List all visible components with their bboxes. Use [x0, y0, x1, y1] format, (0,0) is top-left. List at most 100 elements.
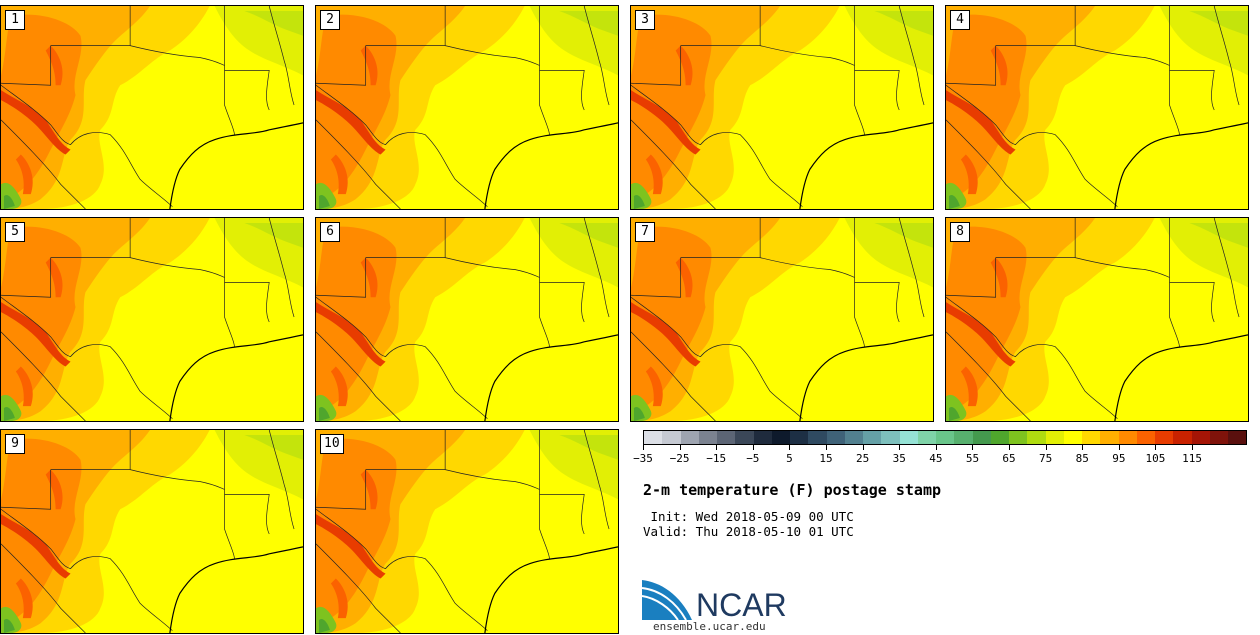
- colorbar-swatch: [1209, 431, 1228, 444]
- colorbar-tick-label: 65: [1002, 452, 1016, 465]
- colorbar-swatch: [954, 431, 973, 444]
- colorbar-tick-label: 55: [965, 452, 980, 465]
- colorbar-swatch: [698, 431, 717, 444]
- temperature-map: [1, 6, 303, 209]
- ncar-logo: NCAR: [642, 580, 787, 620]
- colorbar-tick-label: 35: [892, 452, 906, 465]
- colorbar-tick: [1082, 445, 1084, 450]
- colorbar-tick: [643, 445, 644, 450]
- map-panel-3: 3: [630, 5, 934, 210]
- colorbar-swatch: [1063, 431, 1082, 444]
- init-time: Init: Wed 2018-05-09 00 UTC: [643, 509, 854, 524]
- colorbar-swatch: [1173, 431, 1192, 444]
- colorbar-swatch: [771, 431, 790, 444]
- colorbar-tick-label: 75: [1039, 452, 1053, 465]
- colorbar-tick-label: 105: [1145, 452, 1166, 465]
- temperature-map: [316, 6, 618, 209]
- colorbar-swatch: [753, 431, 772, 444]
- colorbar-tick: [972, 445, 974, 450]
- map-panel-10: 10: [315, 429, 619, 634]
- colorbar-swatch: [917, 431, 936, 444]
- map-panel-5: 5: [0, 217, 304, 422]
- colorbar-tick: [679, 445, 681, 450]
- colorbar-swatch: [899, 431, 918, 444]
- member-label: 1: [5, 10, 25, 30]
- member-label: 7: [635, 222, 655, 242]
- logo-wordmark: NCAR: [696, 587, 787, 620]
- colorbar-swatch: [972, 431, 991, 444]
- colorbar-swatch: [990, 431, 1009, 444]
- colorbar-tick-label: 15: [819, 452, 833, 465]
- colorbar-swatch: [1228, 431, 1247, 444]
- member-label: 8: [950, 222, 970, 242]
- colorbar-swatch: [1100, 431, 1119, 444]
- colorbar-tick-label: 45: [929, 452, 943, 465]
- chart-title: 2-m temperature (F) postage stamp: [643, 481, 942, 499]
- temperature-map: [631, 6, 933, 209]
- colorbar-tick: [1045, 445, 1047, 450]
- colorbar-tick-label: 115: [1182, 452, 1203, 465]
- colorbar-swatch: [863, 431, 882, 444]
- map-panel-8: 8: [945, 217, 1249, 422]
- map-panel-1: 1: [0, 5, 304, 210]
- colorbar-swatch: [1118, 431, 1137, 444]
- colorbar-swatch: [1009, 431, 1028, 444]
- colorbar-swatch: [1027, 431, 1046, 444]
- temperature-map: [946, 218, 1248, 421]
- colorbar-tick: [752, 445, 754, 450]
- colorbar-swatch: [735, 431, 754, 444]
- map-panel-6: 6: [315, 217, 619, 422]
- colorbar-swatch: [662, 431, 681, 444]
- colorbar-swatch: [826, 431, 845, 444]
- colorbar-swatch: [844, 431, 863, 444]
- colorbar-swatch: [1191, 431, 1210, 444]
- colorbar-tick: [1155, 445, 1157, 450]
- colorbar-tick: [716, 445, 718, 450]
- colorbar-tick: [1118, 445, 1120, 450]
- temperature-map: [316, 430, 618, 633]
- colorbar-swatch: [808, 431, 827, 444]
- member-label: 9: [5, 434, 25, 454]
- temperature-map: [631, 218, 933, 421]
- colorbar-swatch: [1045, 431, 1064, 444]
- member-label: 4: [950, 10, 970, 30]
- colorbar-tick-label: −35: [633, 452, 653, 465]
- colorbar-tick-label: −5: [746, 452, 760, 465]
- member-label: 10: [320, 434, 344, 454]
- colorbar-swatch: [644, 431, 663, 444]
- colorbar-tick: [862, 445, 864, 450]
- temperature-colorbar: [643, 430, 1247, 445]
- colorbar-swatch: [680, 431, 699, 444]
- map-panel-4: 4: [945, 5, 1249, 210]
- temperature-map: [1, 430, 303, 633]
- logo-url: ensemble.ucar.edu: [653, 620, 766, 633]
- colorbar-swatch: [881, 431, 900, 444]
- temperature-map: [946, 6, 1248, 209]
- colorbar-swatch: [717, 431, 736, 444]
- temperature-map: [316, 218, 618, 421]
- temperature-map: [1, 218, 303, 421]
- member-label: 3: [635, 10, 655, 30]
- colorbar-tick-label: −15: [706, 452, 727, 465]
- colorbar-tick-label: 5: [786, 452, 793, 465]
- member-label: 2: [320, 10, 340, 30]
- colorbar-tick-label: 85: [1075, 452, 1089, 465]
- colorbar-tick: [1192, 445, 1194, 450]
- valid-time: Valid: Thu 2018-05-10 01 UTC: [643, 524, 854, 539]
- colorbar-tick: [899, 445, 901, 450]
- colorbar-tick: [935, 445, 937, 450]
- colorbar-ticks: −35 −25 −15 −5 5 15 25 35 45 55 65 75 85 95 105 115: [633, 445, 1247, 469]
- colorbar-swatch: [936, 431, 955, 444]
- colorbar-swatch: [790, 431, 809, 444]
- colorbar-swatch: [1082, 431, 1101, 444]
- colorbar-swatch: [1136, 431, 1155, 444]
- colorbar-tick-label: −25: [669, 452, 690, 465]
- colorbar-tick: [1009, 445, 1011, 450]
- member-label: 6: [320, 222, 340, 242]
- colorbar-swatch: [1155, 431, 1174, 444]
- colorbar-tick-label: 25: [856, 452, 870, 465]
- map-panel-2: 2: [315, 5, 619, 210]
- colorbar-tick-label: 95: [1112, 452, 1126, 465]
- map-panel-7: 7: [630, 217, 934, 422]
- member-label: 5: [5, 222, 25, 242]
